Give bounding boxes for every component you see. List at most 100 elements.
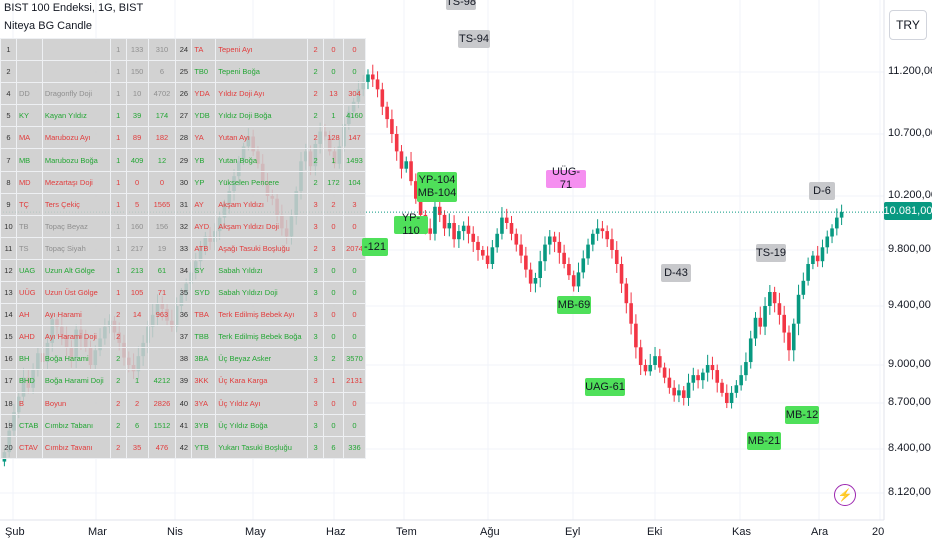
candle-body — [624, 283, 629, 304]
table-cell-e: 2 — [307, 60, 324, 84]
table-cell-f: 0 — [322, 37, 344, 62]
table-cell-name1: Uzun Alt Gölge — [41, 258, 111, 283]
candle-body — [370, 74, 375, 80]
table-cell-n2: 26 — [175, 82, 193, 106]
currency-button[interactable]: TRY — [889, 10, 927, 40]
table-cell-g: 0 — [342, 281, 367, 305]
table-cell-g: 0 — [342, 60, 367, 84]
table-cell-n2: 24 — [175, 37, 193, 62]
table-cell-name2: Tepeni Ayı — [215, 37, 309, 62]
candle-body — [681, 390, 686, 398]
table-cell-d: 310 — [147, 37, 177, 62]
table-cell-a: 1 — [109, 258, 127, 283]
table-cell-n1: 18 — [0, 391, 17, 415]
table-cell-d: 476 — [147, 435, 177, 459]
table-cell-b: 39 — [125, 104, 149, 128]
candle-body — [801, 280, 806, 295]
table-cell-a: 2 — [109, 413, 127, 437]
table-cell-name2: Terk Edilmiş Bebek Boğa — [215, 325, 309, 349]
table-cell-d: 19 — [147, 236, 177, 260]
table-cell-n2: 42 — [175, 435, 193, 459]
table-cell-n1: 2 — [0, 60, 17, 84]
table-cell-c2: YB — [191, 148, 217, 172]
table-cell-c1: MD — [15, 170, 43, 194]
table-cell-c1 — [15, 37, 43, 62]
table-row: 12 UAG Uzun Alt Gölge 1 213 61 34 SY Sabah Yıldı… — [0, 258, 367, 283]
table-cell-n1: 4 — [0, 82, 17, 106]
table-cell-name1: Dragonfly Doji — [41, 82, 111, 106]
candle-body — [739, 375, 743, 386]
candle-body — [433, 206, 437, 234]
table-cell-g: 304 — [342, 82, 367, 106]
table-cell-name1: Ayı Harami — [41, 303, 111, 327]
indicator-title[interactable]: Niteya BG Candle — [4, 20, 93, 32]
table-cell-n1: 15 — [0, 325, 17, 349]
candle-body — [610, 239, 614, 250]
table-cell-name1 — [41, 37, 111, 62]
table-row: 6 MA Marubozu Ayı 1 89 182 28 YA Yutan Ayı 2 128 14… — [0, 126, 367, 150]
candle-body — [399, 151, 404, 169]
table-cell-n2: 37 — [175, 325, 193, 349]
table-cell-n2: 40 — [175, 391, 193, 415]
candle-body — [504, 217, 509, 223]
table-cell-a: 1 — [109, 60, 127, 84]
table-cell-c1: UAG — [15, 258, 43, 283]
candle-body — [485, 255, 490, 264]
table-cell-b — [125, 325, 149, 349]
table-cell-c2: YTB — [191, 435, 217, 459]
candle-body — [437, 206, 442, 215]
candle-body — [461, 225, 466, 232]
table-cell-c2: TB0 — [191, 60, 217, 84]
table-cell-c2: SY — [191, 258, 217, 283]
pattern-statistics-table: 1 1 133 310 24 TA Tepeni Ayı 2 0 0 2 1 150 6 25 TB0 Tepe… — [0, 37, 367, 459]
table-row: 14 AH Ayı Harami 2 14 963 36 TBA Terk Edilmiş Be… — [0, 303, 367, 327]
table-cell-c1: MA — [15, 126, 43, 150]
table-cell-d: 156 — [147, 214, 177, 238]
candle-body — [835, 217, 839, 229]
table-cell-g: 3570 — [342, 347, 367, 371]
candle-body — [672, 387, 676, 396]
candle-body — [715, 370, 720, 383]
candle-body — [543, 244, 547, 262]
table-cell-name1: Uzun Üst Gölge — [41, 281, 111, 305]
pattern-label: UAG-61 — [585, 378, 625, 396]
table-cell-g: 0 — [342, 37, 367, 62]
candle-body — [667, 377, 672, 388]
table-cell-g: 0 — [342, 303, 367, 327]
candle-body — [409, 161, 413, 182]
lightning-icon[interactable]: ⚡ — [834, 484, 856, 506]
candle-body — [677, 390, 681, 396]
table-cell-f: 1 — [322, 148, 344, 172]
table-cell-b: 6 — [125, 413, 149, 437]
table-cell-n1: 13 — [0, 281, 17, 305]
pattern-label: UÜG-71 — [546, 166, 586, 191]
table-cell-a: 2 — [109, 303, 127, 327]
candle-body — [509, 223, 514, 234]
pattern-label: TS-98 — [446, 0, 476, 10]
candle-body — [753, 317, 758, 339]
candle-body — [763, 306, 767, 327]
symbol-title[interactable]: BIST 100 Endeksi, 1G, BIST — [4, 2, 144, 14]
candle-body — [567, 264, 571, 276]
candle-body — [658, 356, 662, 368]
candle-body — [591, 233, 595, 245]
table-cell-n2: 29 — [175, 148, 193, 172]
table-cell-c1: AH — [15, 303, 43, 327]
candle-body — [638, 347, 643, 365]
candle-body — [825, 236, 830, 248]
time-tick-label: 20 — [872, 526, 885, 538]
candle-body — [452, 223, 456, 240]
price-tick-label: 10.700,00 — [888, 127, 932, 139]
candle-body — [734, 385, 739, 393]
table-cell-d — [147, 325, 177, 349]
time-tick-label: Tem — [396, 526, 417, 538]
table-cell-name2: Üç Kara Karga — [215, 369, 309, 393]
table-cell-e: 2 — [307, 126, 324, 150]
table-cell-f: 2 — [322, 192, 344, 216]
table-cell-a: 2 — [109, 347, 127, 371]
table-cell-n2: 39 — [175, 369, 193, 393]
table-cell-c2: YP — [191, 170, 217, 194]
candle-body — [614, 250, 619, 264]
table-cell-c1: CTAB — [15, 413, 43, 437]
